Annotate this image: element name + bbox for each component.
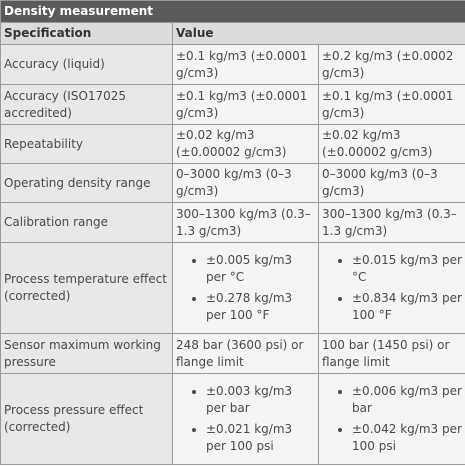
row-value: 300–1300 kg/m3 (0.3–1.3 g/cm3): [172, 202, 319, 243]
header-specification: Specification: [0, 22, 173, 45]
table-header-row: Specification Value: [0, 22, 465, 45]
row-value: ±0.2 kg/m3 (±0.0002 g/cm3): [318, 44, 465, 85]
list-item: ±0.006 kg/m3 per bar: [352, 383, 462, 417]
value-list: ±0.015 kg/m3 per °C ±0.834 kg/m3 per 100…: [322, 252, 462, 324]
row-value: 248 bar (3600 psi) or flange limit: [172, 333, 319, 374]
list-item: ±0.005 kg/m3 per °C: [206, 252, 315, 286]
row-label: Accuracy (ISO17025 accredited): [0, 84, 173, 125]
table-row: Accuracy (ISO17025 accredited) ±0.1 kg/m…: [0, 84, 465, 125]
row-value: ±0.02 kg/m3 (±0.00002 g/cm3): [172, 124, 319, 164]
row-value: ±0.1 kg/m3 (±0.0001 g/cm3): [172, 84, 319, 125]
table-row: Process temperature effect (corrected) ±…: [0, 242, 465, 334]
row-value: ±0.1 kg/m3 (±0.0001 g/cm3): [172, 44, 319, 85]
list-item: ±0.015 kg/m3 per °C: [352, 252, 462, 286]
table-row: Process pressure effect (corrected) ±0.0…: [0, 373, 465, 465]
row-value: 0–3000 kg/m3 (0–3 g/cm3): [172, 163, 319, 203]
row-value-list: ±0.005 kg/m3 per °C ±0.278 kg/m3 per 100…: [172, 242, 319, 334]
row-value-list: ±0.015 kg/m3 per °C ±0.834 kg/m3 per 100…: [318, 242, 465, 334]
list-item: ±0.042 kg/m3 per 100 psi: [352, 421, 462, 455]
row-label: Process pressure effect (corrected): [0, 373, 173, 465]
value-list: ±0.006 kg/m3 per bar ±0.042 kg/m3 per 10…: [322, 383, 462, 455]
row-label: Accuracy (liquid): [0, 44, 173, 85]
row-value: 100 bar (1450 psi) or flange limit: [318, 333, 465, 374]
table-row: Operating density range 0–3000 kg/m3 (0–…: [0, 163, 465, 203]
table-row: Repeatability ±0.02 kg/m3 (±0.00002 g/cm…: [0, 124, 465, 164]
table-title-row: Density measurement: [0, 0, 465, 23]
list-item: ±0.834 kg/m3 per 100 °F: [352, 290, 462, 324]
table-row: Calibration range 300–1300 kg/m3 (0.3–1.…: [0, 202, 465, 243]
row-value: ±0.1 kg/m3 (±0.0001 g/cm3): [318, 84, 465, 125]
list-item: ±0.021 kg/m3 per 100 psi: [206, 421, 315, 455]
row-value-list: ±0.003 kg/m3 per bar ±0.021 kg/m3 per 10…: [172, 373, 319, 465]
value-list: ±0.005 kg/m3 per °C ±0.278 kg/m3 per 100…: [176, 252, 315, 324]
row-value-list: ±0.006 kg/m3 per bar ±0.042 kg/m3 per 10…: [318, 373, 465, 465]
table-row: Sensor maximum working pressure 248 bar …: [0, 333, 465, 374]
list-item: ±0.003 kg/m3 per bar: [206, 383, 315, 417]
row-value: 0–3000 kg/m3 (0–3 g/cm3): [318, 163, 465, 203]
value-list: ±0.003 kg/m3 per bar ±0.021 kg/m3 per 10…: [176, 383, 315, 455]
header-value: Value: [172, 22, 465, 45]
row-value: ±0.02 kg/m3 (±0.00002 g/cm3): [318, 124, 465, 164]
table-row: Accuracy (liquid) ±0.1 kg/m3 (±0.0001 g/…: [0, 44, 465, 85]
row-label: Repeatability: [0, 124, 173, 164]
row-label: Calibration range: [0, 202, 173, 243]
row-label: Process temperature effect (corrected): [0, 242, 173, 334]
row-label: Operating density range: [0, 163, 173, 203]
list-item: ±0.278 kg/m3 per 100 °F: [206, 290, 315, 324]
table-title: Density measurement: [0, 0, 465, 23]
row-value: 300–1300 kg/m3 (0.3–1.3 g/cm3): [318, 202, 465, 243]
row-label: Sensor maximum working pressure: [0, 333, 173, 374]
